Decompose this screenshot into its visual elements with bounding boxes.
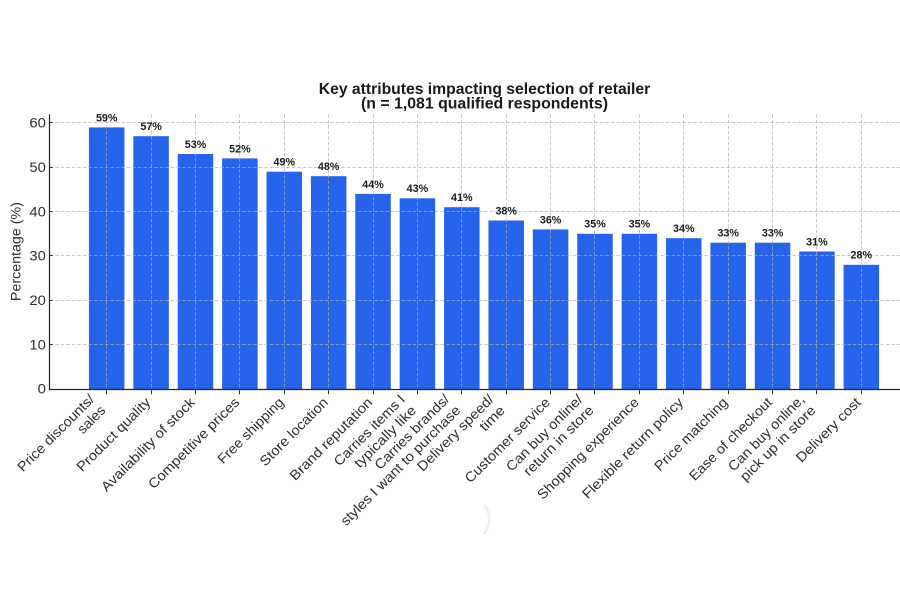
svg-text:38%: 38% — [495, 205, 517, 217]
svg-text:31%: 31% — [806, 236, 828, 248]
svg-text:49%: 49% — [274, 157, 296, 169]
svg-text:30: 30 — [29, 249, 46, 264]
svg-text:0: 0 — [38, 382, 47, 397]
svg-text:60: 60 — [29, 116, 46, 131]
svg-text:52%: 52% — [229, 143, 251, 155]
svg-text:57%: 57% — [140, 121, 162, 133]
svg-text:59%: 59% — [96, 112, 118, 124]
svg-text:33%: 33% — [717, 228, 739, 240]
svg-text:48%: 48% — [318, 161, 340, 173]
svg-text:50: 50 — [29, 160, 46, 175]
svg-text:): ) — [482, 499, 493, 535]
svg-text:(n = 1,081 qualified responden: (n = 1,081 qualified respondents) — [361, 96, 608, 113]
svg-text:20: 20 — [29, 293, 46, 308]
svg-text:35%: 35% — [584, 219, 606, 231]
svg-text:40: 40 — [29, 204, 46, 219]
svg-text:53%: 53% — [185, 139, 207, 151]
svg-text:Key attributes impacting selec: Key attributes impacting selection of re… — [319, 81, 651, 98]
svg-text:43%: 43% — [407, 183, 429, 195]
svg-text:10: 10 — [29, 337, 46, 352]
svg-text:28%: 28% — [851, 250, 873, 262]
svg-text:34%: 34% — [673, 223, 695, 235]
svg-text:Percentage (%): Percentage (%) — [8, 202, 24, 301]
svg-text:44%: 44% — [362, 179, 384, 191]
svg-text:35%: 35% — [629, 219, 651, 231]
svg-text:36%: 36% — [540, 214, 562, 226]
svg-text:41%: 41% — [451, 192, 473, 204]
svg-text:33%: 33% — [762, 228, 784, 240]
